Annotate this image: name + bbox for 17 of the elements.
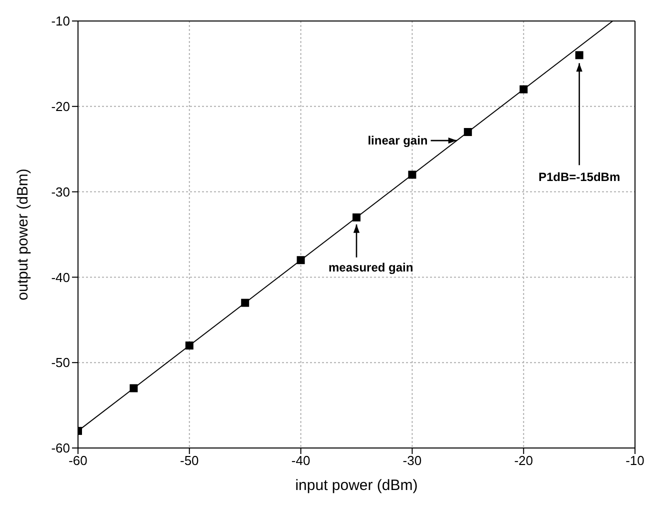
x-tick-label: -40 <box>291 453 310 468</box>
annotation: measured gain <box>328 260 414 274</box>
x-tick-label: -20 <box>514 453 533 468</box>
y-tick-label: -20 <box>51 99 70 114</box>
y-tick-label: -50 <box>51 355 70 370</box>
x-tick-label: -50 <box>180 453 199 468</box>
y-tick-label: -10 <box>51 14 70 29</box>
y-axis-title: output power (dBm) <box>14 168 32 300</box>
annotation: linear gain <box>368 134 428 148</box>
x-axis-title: input power (dBm) <box>295 477 418 494</box>
y-tick-label: -40 <box>51 270 70 285</box>
y-tick-label: -30 <box>51 184 70 200</box>
x-tick-label: -10 <box>626 453 644 468</box>
y-tick-label: -60 <box>51 440 70 456</box>
x-tick-label: -30 <box>402 453 422 468</box>
annotation: P1dB=-15dBm <box>538 170 620 184</box>
x-tick-label: -60 <box>68 453 88 468</box>
